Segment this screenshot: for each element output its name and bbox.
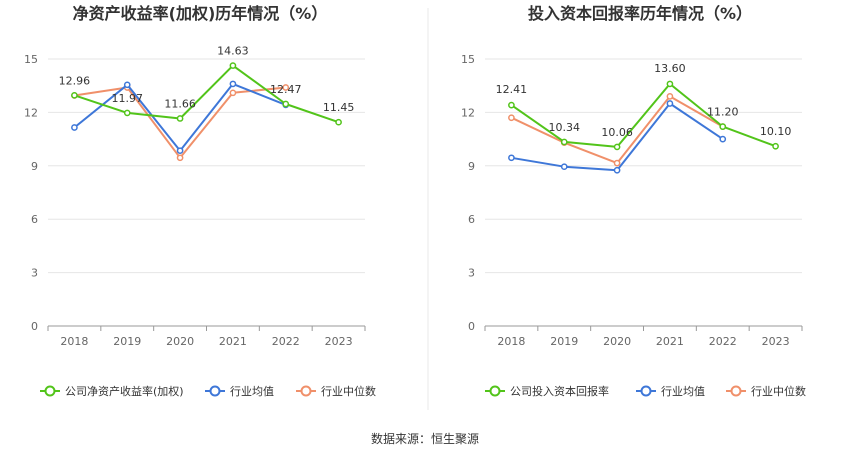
y-tick-label: 15 — [24, 53, 38, 66]
legend-label: 行业均值 — [661, 385, 705, 398]
data-point — [560, 138, 568, 146]
data-point — [508, 154, 515, 162]
data-label: 12.47 — [270, 83, 302, 96]
data-label: 11.97 — [112, 92, 144, 105]
x-tick-label: 2019 — [550, 335, 578, 348]
data-point — [176, 147, 184, 155]
data-point — [229, 80, 237, 88]
data-point — [176, 154, 184, 162]
legend-item[interactable]: 公司投入资本回报率 — [485, 384, 609, 398]
legend-swatch-marker — [489, 385, 501, 397]
legend-label: 公司净资产收益率(加权) — [65, 384, 184, 398]
data-point — [666, 100, 674, 107]
data-point — [719, 123, 727, 130]
y-tick-label: 9 — [468, 160, 475, 173]
x-tick-label: 2018 — [60, 335, 88, 348]
y-tick-label: 0 — [468, 320, 475, 333]
chart-panel-1: 净资产收益率(加权)历年情况（%） 0 3 6 9 12 15 2018 2019 2020 202… — [24, 4, 376, 398]
data-point — [613, 166, 621, 174]
data-point — [666, 80, 674, 88]
data-point — [613, 143, 621, 151]
y-tick-label: 9 — [31, 160, 38, 173]
x-tick-label: 2023 — [325, 335, 353, 348]
legend-item[interactable]: 行业中位数 — [726, 384, 806, 398]
y-tick-label: 3 — [31, 267, 38, 280]
x-tick-label: 2019 — [113, 335, 141, 348]
x-tick-label: 2018 — [497, 335, 525, 348]
data-point — [613, 159, 621, 167]
legend-item[interactable]: 行业中位数 — [296, 384, 376, 398]
chart-panel-2: 投入资本回报率历年情况（%） 0 3 6 9 12 15 2018 2019 2020 2021 20… — [461, 4, 806, 398]
chart-title: 投入资本回报率历年情况（%） — [528, 4, 752, 23]
x-tick-label: 2022 — [709, 335, 737, 348]
y-tick-label: 12 — [461, 106, 475, 119]
source-text: 数据来源：恒生聚源 — [370, 432, 479, 446]
x-tick-label: 2020 — [166, 335, 194, 348]
data-point — [719, 135, 727, 143]
data-point — [772, 142, 779, 150]
data-point — [282, 84, 290, 91]
chart-title: 净资产收益率(加权)历年情况（%） — [73, 4, 328, 23]
data-label: 10.06 — [601, 126, 633, 139]
legend-swatch-marker — [300, 385, 312, 397]
data-point — [282, 100, 290, 108]
y-tick-label: 6 — [31, 213, 38, 226]
data-label: 13.60 — [654, 62, 686, 75]
data-point — [666, 93, 674, 100]
data-point — [71, 91, 78, 99]
legend-label: 行业均值 — [230, 385, 274, 398]
data-point — [71, 124, 78, 131]
legend-swatch-marker — [209, 385, 221, 397]
data-point — [508, 114, 515, 122]
y-tick-label: 12 — [24, 106, 38, 119]
y-tick-label: 0 — [31, 320, 38, 333]
y-tick-label: 15 — [461, 53, 475, 66]
x-tick-label: 2020 — [603, 335, 631, 348]
legend-item[interactable]: 行业均值 — [205, 385, 274, 398]
data-label: 11.66 — [164, 97, 196, 110]
data-point — [229, 62, 237, 69]
legend-swatch-marker — [730, 385, 742, 397]
data-point — [229, 89, 237, 97]
data-point — [560, 163, 568, 171]
x-tick-label: 2021 — [219, 335, 247, 348]
data-label: 12.41 — [496, 83, 528, 96]
data-point — [176, 115, 184, 122]
data-point — [335, 118, 342, 126]
data-label: 14.63 — [217, 45, 249, 58]
y-tick-label: 6 — [468, 213, 475, 226]
data-label: 11.45 — [323, 101, 355, 114]
data-label: 12.96 — [59, 74, 91, 87]
series-line — [74, 64, 339, 124]
legend-label: 行业中位数 — [321, 384, 376, 398]
x-tick-label: 2022 — [272, 335, 300, 348]
y-tick-label: 3 — [468, 267, 475, 280]
x-tick-label: 2023 — [762, 335, 790, 348]
data-label: 10.34 — [549, 121, 581, 134]
legend-swatch-marker — [44, 385, 56, 397]
legend-item[interactable]: 行业均值 — [636, 385, 705, 398]
data-label: 11.20 — [707, 106, 739, 119]
data-point — [123, 81, 131, 89]
x-tick-label: 2021 — [656, 335, 684, 348]
data-point — [123, 109, 131, 117]
data-label: 10.10 — [760, 125, 792, 138]
data-point — [508, 101, 515, 109]
legend-label: 公司投入资本回报率 — [510, 384, 609, 398]
legend-swatch-marker — [640, 385, 652, 397]
series-line — [510, 82, 776, 148]
legend-label: 行业中位数 — [751, 384, 806, 398]
legend-item[interactable]: 公司净资产收益率(加权) — [40, 384, 184, 398]
